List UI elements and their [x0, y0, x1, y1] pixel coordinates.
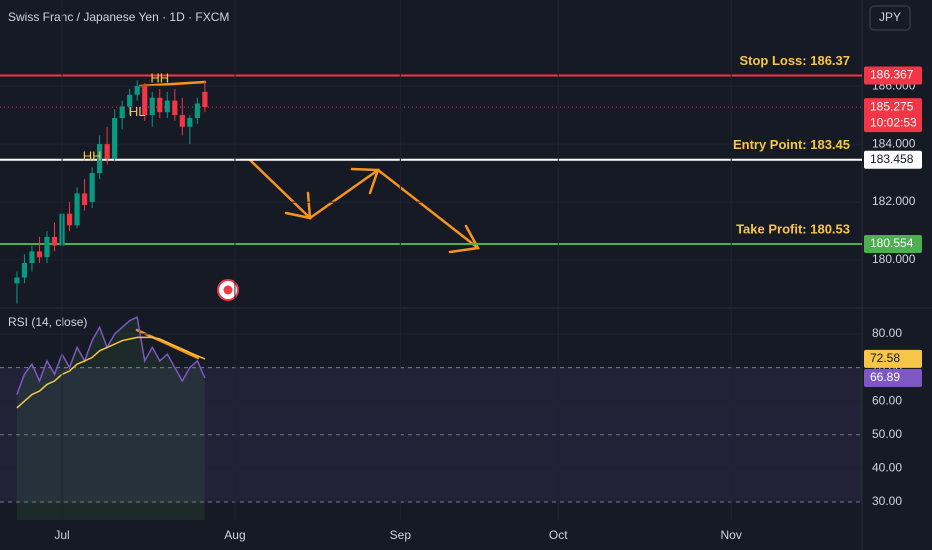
price-tag [864, 150, 922, 169]
y-tick-label: 184.000 [872, 136, 916, 150]
x-tick-label: Jul [54, 528, 69, 542]
price-tag-label: 180.554 [870, 236, 914, 250]
candle-body [164, 100, 170, 113]
price-tag [864, 98, 922, 133]
rsi-line [16, 316, 206, 395]
candle-body [66, 213, 73, 226]
price-tag-label: 183.458 [870, 152, 914, 166]
price-tag-label: 66.89 [870, 370, 900, 384]
candle-body [119, 106, 125, 118]
arrow-head [448, 224, 480, 254]
y-tick-label: 30.00 [872, 494, 902, 508]
annotation: HL [129, 104, 146, 119]
price-tag [864, 369, 922, 388]
y-tick-label: 50.00 [872, 427, 902, 441]
candle-body [74, 193, 80, 226]
candle-body [44, 236, 50, 258]
x-tick-label: Aug [224, 528, 245, 542]
y-tick-label: 60.00 [872, 393, 902, 407]
y-tick-label: 182.000 [872, 194, 916, 208]
arrow [376, 168, 480, 250]
arrow [308, 168, 380, 220]
candle-body [134, 86, 140, 95]
rsi-fill [16, 317, 205, 520]
candle-body [21, 262, 28, 278]
record-dot [223, 285, 233, 295]
arrow [248, 158, 312, 220]
currency[interactable]: JPY [879, 10, 901, 24]
level-label: Take Profit: 180.53 [736, 221, 850, 236]
candle-body [104, 144, 110, 159]
candle-body [127, 94, 133, 107]
candle-body [202, 91, 208, 108]
price-tag [864, 235, 922, 253]
price-tag [864, 66, 922, 85]
y-tick-label: 180.000 [872, 252, 916, 266]
candle-body [187, 117, 193, 127]
x-tick-label: Sep [390, 528, 412, 542]
countdown: 10:02:53 [870, 115, 917, 129]
candle-body [36, 251, 43, 258]
price-tag-label: 72.58 [870, 351, 900, 365]
price-tag [864, 349, 922, 368]
rsi-line [16, 336, 206, 409]
candle-body [81, 193, 88, 205]
candle-body [179, 115, 185, 127]
y-tick-label: 40.00 [872, 461, 902, 475]
price-tag-label: 186.367 [870, 68, 914, 82]
price-tag-label: 185.275 [870, 99, 914, 113]
candle-body [89, 173, 95, 203]
level-label: Stop Loss: 186.37 [739, 53, 850, 68]
candle-body [14, 277, 20, 284]
level-label: Entry Point: 183.45 [733, 137, 850, 152]
candle-body [142, 86, 148, 116]
candle-body [97, 144, 103, 174]
candle-body [51, 236, 58, 246]
annotation: HH [150, 70, 169, 85]
candle-body [29, 251, 35, 263]
x-tick-label: Nov [721, 528, 742, 542]
chart-title: Swiss Franc / Japanese Yen · 1D · FXCM [8, 10, 229, 24]
candle-body [157, 97, 163, 113]
candle-body [149, 97, 155, 116]
x-tick-label: Oct [549, 528, 568, 542]
currency-button[interactable] [869, 5, 911, 31]
trend-line [138, 80, 207, 88]
annotation: HH [83, 149, 102, 164]
y-tick-label: 80.00 [872, 326, 902, 340]
candle-body [194, 103, 200, 118]
drawings [135, 80, 480, 360]
rsi-title: RSI (14, close) [8, 315, 87, 329]
candle-body [112, 117, 118, 159]
candle-body [172, 100, 178, 116]
divergence-line [135, 328, 200, 360]
